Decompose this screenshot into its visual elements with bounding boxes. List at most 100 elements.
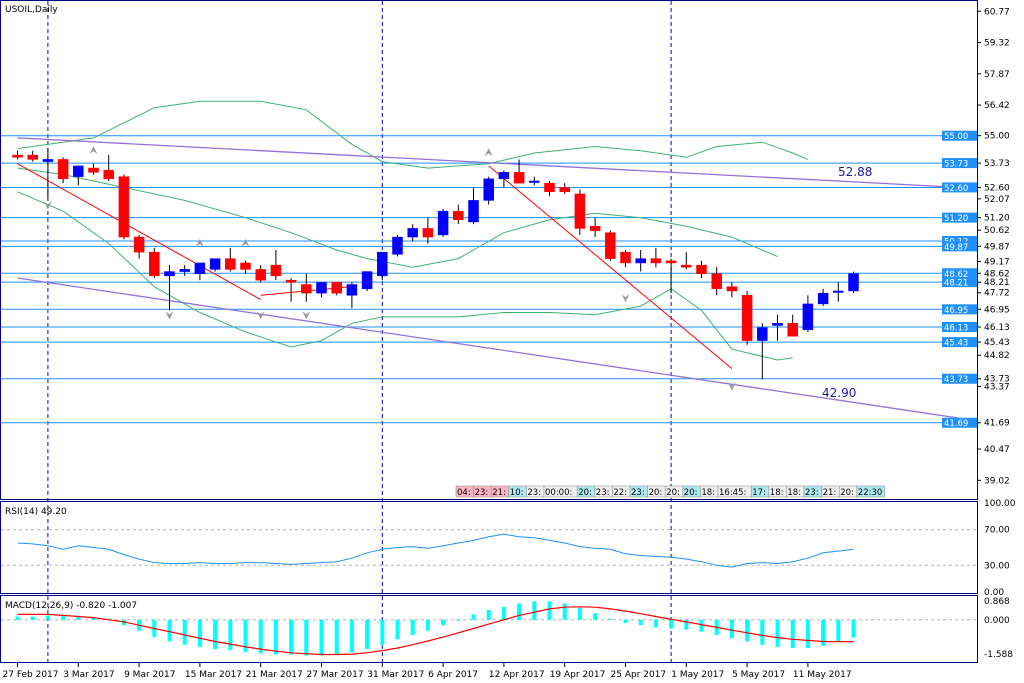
price-tick-13: 48.21 <box>984 278 1010 288</box>
timer-text-7: 23: <box>596 488 610 498</box>
fractal-up-0 <box>89 146 98 155</box>
price-tick-21: 41.69 <box>984 419 1010 429</box>
fractal-down-2 <box>256 311 265 320</box>
candle-body-10 <box>164 271 175 277</box>
candle-body-1 <box>27 154 38 160</box>
candle-body-25 <box>392 236 403 255</box>
level-box-3 <box>942 212 977 223</box>
bollinger-upper <box>17 100 809 169</box>
macd-tick-2: -1.588 <box>984 650 1013 660</box>
rsi-title: RSI(14) 49.20 <box>5 507 67 517</box>
price-tick-2: 57.87 <box>984 70 1010 80</box>
symbol-label: USOIL,Daily <box>5 5 58 15</box>
channel-lower-line <box>17 277 960 419</box>
fractal-down-1 <box>165 311 174 320</box>
macd-bar-52 <box>805 619 810 648</box>
macd-bar-31 <box>486 610 491 620</box>
candle-body-52 <box>802 303 814 331</box>
macd-bar-40 <box>623 619 628 624</box>
price-panel <box>0 0 978 500</box>
timer-text-6: 20: <box>578 488 592 498</box>
level-box-7 <box>942 277 977 288</box>
macd-bar-44 <box>684 619 689 630</box>
macd-tick-1: 0.000 <box>984 616 1010 626</box>
macd-bar-29 <box>456 619 461 621</box>
macd-title: MACD(12,26,9) -0.820 -1.007 <box>5 601 137 611</box>
candle-body-42 <box>650 258 662 264</box>
x-tick-11: 1 May 2017 <box>671 670 724 680</box>
macd-bar-3 <box>61 615 66 620</box>
x-tick-2: 9 Mar 2017 <box>124 670 175 680</box>
candle-body-30 <box>468 200 479 223</box>
macd-bar-38 <box>593 613 598 620</box>
macd-bar-34 <box>532 601 537 620</box>
candle-body-37 <box>574 193 586 229</box>
macd-bar-10 <box>167 619 172 642</box>
x-tick-9: 19 Apr 2017 <box>550 670 606 680</box>
candle-body-7 <box>118 176 130 238</box>
candle-body-21 <box>331 282 342 294</box>
candle-body-26 <box>407 228 418 238</box>
level-label-2: 52.60 <box>944 184 968 194</box>
rsi-panel <box>0 501 978 594</box>
candle-body-5 <box>88 167 99 173</box>
rsi-tick-3: 0.00 <box>984 588 1004 598</box>
macd-bar-11 <box>182 619 187 645</box>
price-plot: 04: 23: 21: 10: 23: 00:00: 20: 23: 22: 23: 20: 20: 2… <box>1 1 977 662</box>
level-box-5 <box>942 241 977 252</box>
macd-bar-14 <box>228 619 233 651</box>
bollinger-middle <box>17 167 778 268</box>
price-tick-19: 43.73 <box>984 375 1010 385</box>
candle-body-0 <box>12 154 23 158</box>
candle-body-47 <box>726 286 738 292</box>
price-tick-23: 39.02 <box>984 476 1010 486</box>
rsi-tick-0: 100.00 <box>984 499 1016 509</box>
level-box-2 <box>942 182 977 193</box>
candle-body-18 <box>285 279 297 283</box>
price-tick-3: 56.42 <box>984 101 1010 111</box>
candle-body-53 <box>817 292 829 305</box>
rsi-tick-1: 70.00 <box>984 526 1010 536</box>
timer-text-12: 20: <box>684 488 698 498</box>
timer-text-9: 23: <box>631 488 645 498</box>
candle-body-29 <box>453 210 464 221</box>
timer-text-8: 22: <box>613 488 627 498</box>
level-box-12 <box>942 417 977 428</box>
macd-bar-48 <box>745 619 750 642</box>
candle-body-22 <box>346 284 358 296</box>
candle-body-17 <box>270 264 282 277</box>
price-tick-22: 40.47 <box>984 445 1010 455</box>
timer-text-21: 22:30 <box>858 488 883 498</box>
level-label-5: 49.87 <box>944 243 968 253</box>
trend-line-0 <box>17 163 261 301</box>
macd-bar-22 <box>349 619 354 653</box>
candle-body-16 <box>255 269 266 281</box>
timer-text-3: 10: <box>510 488 524 498</box>
macd-bar-55 <box>851 619 856 638</box>
candle-body-12 <box>194 262 206 274</box>
macd-bar-26 <box>410 619 415 635</box>
candle-body-48 <box>741 295 753 341</box>
timer-text-13: 18: <box>701 488 715 498</box>
x-tick-3: 15 Mar 2017 <box>185 670 242 680</box>
macd-bar-15 <box>243 619 248 653</box>
timer-text-20: 20: <box>840 488 854 498</box>
candle-body-45 <box>696 264 707 274</box>
level-label-3: 51.20 <box>944 214 968 224</box>
timer-text-2: 21: <box>492 488 506 498</box>
price-tick-4: 55.00 <box>984 132 1010 142</box>
level-box-6 <box>942 268 977 279</box>
level-box-10 <box>942 337 977 348</box>
level-box-0 <box>942 130 977 141</box>
candle-body-39 <box>605 232 616 259</box>
level-box-11 <box>942 373 977 384</box>
macd-bar-45 <box>699 619 704 632</box>
price-tick-18: 44.82 <box>984 351 1010 361</box>
macd-bar-28 <box>441 619 446 626</box>
price-tick-17: 45.43 <box>984 338 1010 348</box>
macd-bar-53 <box>821 619 826 646</box>
macd-bar-1 <box>30 616 35 620</box>
fractal-down-4 <box>621 294 630 303</box>
candle-body-44 <box>681 264 692 268</box>
macd-bar-25 <box>395 619 400 640</box>
